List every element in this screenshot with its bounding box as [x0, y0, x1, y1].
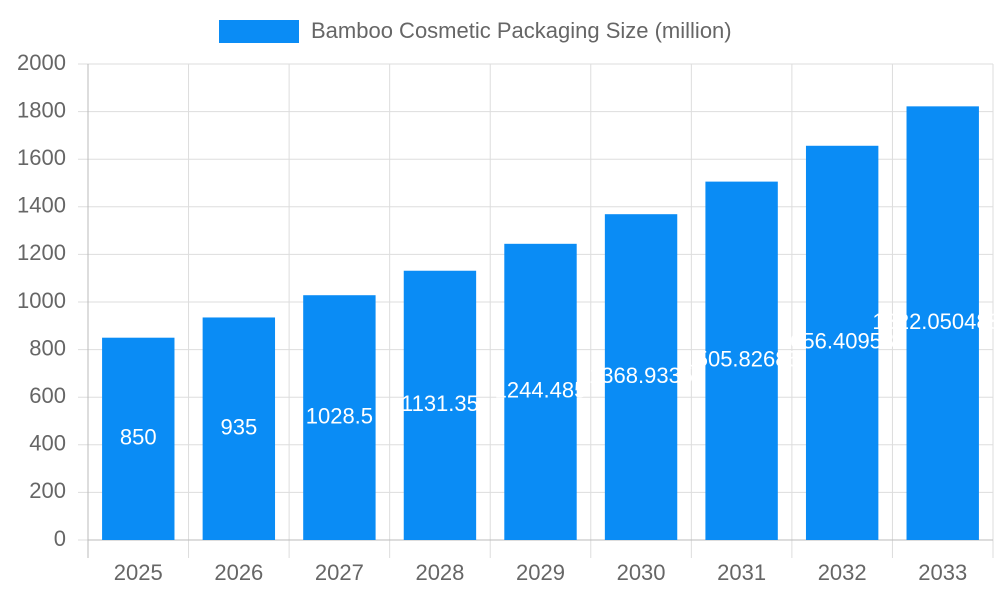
y-tick-label: 2000	[17, 50, 66, 75]
bar	[604, 214, 678, 540]
data-label: 1028.5	[306, 403, 373, 428]
x-tick-label: 2032	[818, 560, 867, 585]
x-tick-label: 2028	[415, 560, 464, 585]
bar	[805, 145, 879, 540]
x-tick-label: 2033	[918, 560, 967, 585]
bar	[504, 243, 577, 541]
data-label: 1368.9335	[589, 363, 693, 388]
legend-label: Bamboo Cosmetic Packaging Size (million)	[311, 18, 732, 43]
data-label: 935	[220, 415, 257, 440]
data-label: 1244.485	[495, 378, 587, 403]
y-tick-label: 1800	[17, 97, 66, 122]
x-tick-label: 2026	[214, 560, 263, 585]
data-label: 1656.409535	[778, 329, 906, 354]
legend-swatch	[219, 20, 299, 43]
x-tick-label: 2031	[717, 560, 766, 585]
bar	[403, 270, 477, 540]
bar	[303, 295, 376, 540]
data-label: 1822.0504885	[872, 309, 1000, 334]
x-tick-label: 2030	[617, 560, 666, 585]
x-tick-label: 2025	[114, 560, 163, 585]
data-label: 1131.35	[401, 391, 479, 416]
bar	[906, 106, 979, 540]
y-tick-label: 800	[29, 335, 66, 360]
y-tick-label: 200	[29, 478, 66, 503]
data-label: 850	[120, 425, 157, 450]
bar	[202, 317, 276, 540]
y-tick-label: 1400	[17, 193, 66, 218]
y-tick-label: 400	[29, 431, 66, 456]
y-tick-label: 1600	[17, 145, 66, 170]
y-tick-label: 1200	[17, 240, 66, 265]
bar	[705, 181, 778, 540]
x-tick-label: 2029	[516, 560, 565, 585]
bar	[102, 337, 175, 540]
y-tick-label: 0	[54, 526, 66, 551]
data-label: 1505.82685	[683, 347, 799, 372]
x-tick-label: 2027	[315, 560, 364, 585]
y-tick-label: 1000	[17, 288, 66, 313]
y-tick-label: 600	[29, 383, 66, 408]
